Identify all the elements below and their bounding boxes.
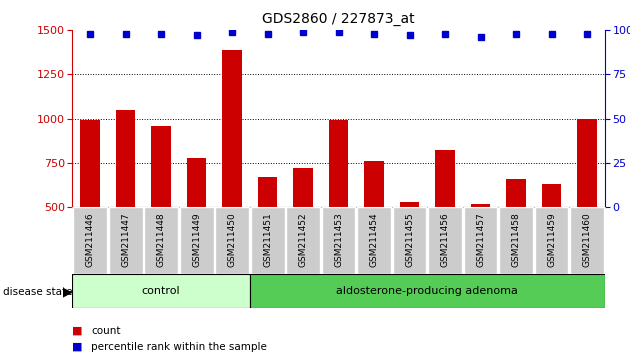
Text: GSM211460: GSM211460 xyxy=(583,212,592,267)
Text: disease state: disease state xyxy=(3,287,72,297)
Title: GDS2860 / 227873_at: GDS2860 / 227873_at xyxy=(262,12,415,26)
Bar xyxy=(364,161,384,207)
Bar xyxy=(542,184,561,207)
Bar xyxy=(180,207,214,274)
Text: count: count xyxy=(91,326,121,336)
Text: ▶: ▶ xyxy=(63,286,72,298)
Bar xyxy=(294,168,313,207)
Bar xyxy=(357,207,391,274)
Bar xyxy=(435,150,455,207)
Text: control: control xyxy=(142,286,180,296)
Text: GSM211450: GSM211450 xyxy=(227,212,237,267)
Text: GSM211451: GSM211451 xyxy=(263,212,272,267)
Bar xyxy=(215,207,249,274)
Bar xyxy=(81,120,100,207)
Bar xyxy=(499,207,533,274)
Bar xyxy=(471,205,490,207)
Bar xyxy=(251,207,285,274)
Text: GSM211447: GSM211447 xyxy=(121,212,130,267)
Bar xyxy=(535,207,568,274)
Bar xyxy=(151,126,171,207)
Text: aldosterone-producing adenoma: aldosterone-producing adenoma xyxy=(336,286,518,296)
Text: GSM211459: GSM211459 xyxy=(547,212,556,267)
Text: GSM211448: GSM211448 xyxy=(157,212,166,267)
Bar xyxy=(507,179,526,207)
Bar xyxy=(222,50,242,207)
Bar xyxy=(144,207,178,274)
Text: GSM211458: GSM211458 xyxy=(512,212,520,267)
Text: GSM211452: GSM211452 xyxy=(299,212,307,267)
Bar xyxy=(73,207,107,274)
Bar xyxy=(116,110,135,207)
Text: GSM211449: GSM211449 xyxy=(192,212,201,267)
Bar xyxy=(464,207,498,274)
Text: GSM211455: GSM211455 xyxy=(405,212,414,267)
Bar xyxy=(187,158,207,207)
Bar xyxy=(400,202,420,207)
Text: GSM211446: GSM211446 xyxy=(86,212,94,267)
Bar xyxy=(286,207,320,274)
Bar xyxy=(329,120,348,207)
Text: GSM211454: GSM211454 xyxy=(370,212,379,267)
Text: ■: ■ xyxy=(72,326,83,336)
Text: GSM211457: GSM211457 xyxy=(476,212,485,267)
Text: percentile rank within the sample: percentile rank within the sample xyxy=(91,342,267,352)
Text: GSM211453: GSM211453 xyxy=(334,212,343,267)
Text: ■: ■ xyxy=(72,342,83,352)
Bar xyxy=(109,207,142,274)
Text: GSM211456: GSM211456 xyxy=(440,212,450,267)
Bar xyxy=(428,207,462,274)
Bar xyxy=(322,207,355,274)
Bar xyxy=(570,207,604,274)
Bar xyxy=(258,177,277,207)
Bar xyxy=(250,274,605,308)
Bar xyxy=(72,274,250,308)
Bar xyxy=(577,119,597,207)
Bar xyxy=(392,207,427,274)
